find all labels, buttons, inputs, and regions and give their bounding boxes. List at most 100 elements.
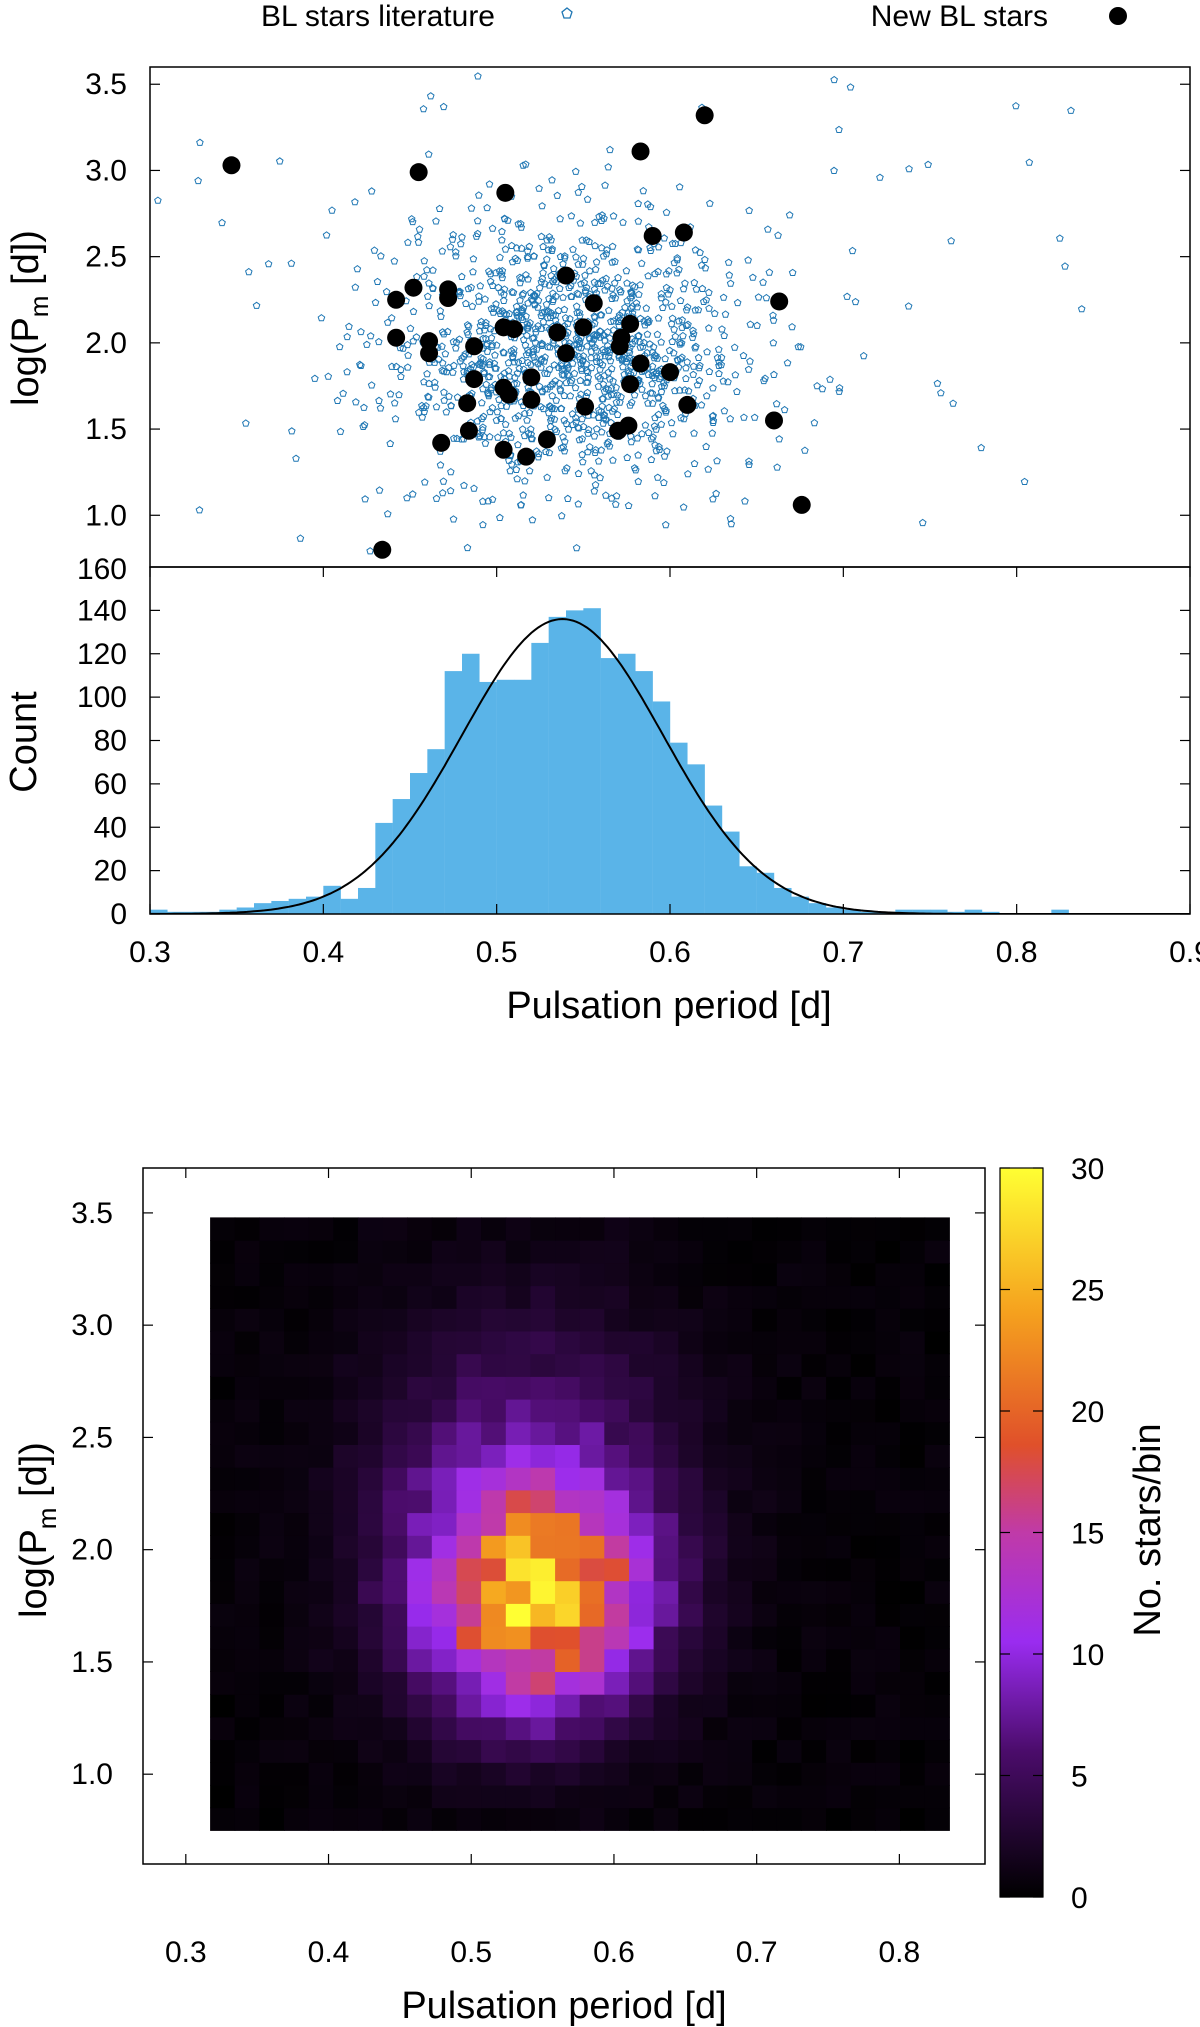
literature-point — [576, 219, 585, 227]
heatmap-cell — [407, 1330, 433, 1355]
heatmap-cell — [678, 1489, 704, 1514]
heatmap-cell — [776, 1671, 802, 1695]
heatmap-cell — [801, 1671, 827, 1695]
heatmap-cell — [555, 1399, 581, 1423]
literature-point — [356, 360, 364, 368]
heatmap-cell — [210, 1762, 236, 1786]
heatmap-cell — [653, 1262, 679, 1287]
literature-point — [647, 434, 656, 443]
heatmap-cell — [850, 1671, 876, 1695]
literature-point — [537, 363, 545, 371]
histogram-bar — [843, 909, 861, 914]
new-bl-star-point — [674, 223, 693, 242]
histogram-bar — [496, 679, 515, 914]
heatmap-cell — [357, 1535, 384, 1559]
literature-point — [442, 408, 451, 416]
literature-point — [218, 218, 226, 227]
literature-point — [709, 416, 718, 424]
literature-point — [420, 407, 429, 416]
literature-point — [648, 362, 657, 370]
heatmap-cell — [826, 1308, 852, 1332]
literature-point — [386, 439, 395, 447]
heatmap-cell — [357, 1762, 384, 1786]
literature-point — [759, 278, 767, 286]
heatmap-cell — [210, 1626, 236, 1650]
new-bl-star-point — [522, 368, 541, 387]
heatmap-cell — [900, 1716, 926, 1741]
literature-point — [631, 466, 640, 474]
literature-point — [530, 290, 539, 299]
literature-point — [383, 509, 392, 518]
literature-point — [622, 266, 631, 275]
heatmap-cell — [382, 1399, 408, 1423]
literature-point — [546, 313, 555, 321]
literature-point — [659, 378, 668, 387]
new-bl-star-point — [695, 106, 714, 125]
heatmap-cell — [900, 1535, 926, 1559]
literature-point — [287, 259, 296, 267]
literature-point — [352, 398, 360, 406]
new-bl-star-point — [494, 440, 513, 459]
literature-point — [597, 243, 606, 252]
literature-point — [904, 302, 913, 310]
literature-point — [543, 255, 551, 263]
literature-point — [414, 238, 423, 246]
heatmap-cell — [900, 1262, 926, 1287]
heatmap-cell — [826, 1694, 852, 1718]
heatmap-cell — [924, 1240, 950, 1264]
heatmap-cell — [776, 1444, 802, 1468]
literature-point — [537, 232, 546, 240]
new-bl-star-point — [610, 337, 629, 356]
literature-point — [584, 373, 593, 381]
heatmap-cell — [530, 1580, 556, 1604]
heatmap-cell — [308, 1648, 334, 1672]
heatmap-cell — [579, 1217, 605, 1241]
literature-point — [538, 339, 546, 347]
heatmap-ytick-label: 3.0 — [71, 1309, 113, 1342]
literature-point — [691, 246, 700, 254]
literature-point — [264, 259, 273, 268]
literature-point — [479, 354, 487, 363]
heatmap-cell — [653, 1535, 679, 1559]
literature-point — [446, 486, 455, 495]
heatmap-cell — [727, 1489, 753, 1514]
heatmap-cell — [604, 1694, 630, 1718]
literature-point — [577, 359, 585, 368]
heatmap-cell — [505, 1626, 531, 1650]
new-bl-star-point — [465, 370, 484, 389]
literature-point — [476, 358, 485, 366]
heatmap-cell — [284, 1399, 310, 1423]
literature-point — [780, 405, 789, 414]
heatmap-cell — [727, 1807, 753, 1831]
literature-point — [652, 369, 660, 378]
literature-point — [328, 206, 336, 214]
literature-point — [578, 236, 587, 244]
new-bl-star-point — [496, 183, 515, 202]
heatmap-cell — [653, 1330, 679, 1355]
heatmap-cell — [382, 1580, 408, 1604]
heatmap-cell — [826, 1535, 852, 1559]
heatmap-cell — [259, 1807, 285, 1831]
literature-point — [511, 373, 519, 381]
heatmap-cell — [234, 1762, 260, 1786]
heatmap-cell — [505, 1580, 531, 1604]
heatmap-cell — [284, 1739, 310, 1763]
literature-point — [539, 261, 548, 269]
literature-point — [600, 387, 609, 395]
literature-point — [366, 332, 375, 340]
heatmap-cell — [431, 1626, 457, 1650]
literature-point — [658, 303, 667, 311]
heatmap-cell — [456, 1421, 482, 1445]
heatmap-cell — [850, 1444, 876, 1468]
heatmap-cell — [505, 1694, 531, 1718]
heatmap-cell — [924, 1762, 950, 1786]
literature-point — [725, 271, 734, 279]
literature-point — [626, 401, 634, 409]
heatmap-cell — [604, 1512, 630, 1536]
heatmap-cell — [555, 1557, 581, 1582]
literature-point — [478, 361, 486, 369]
literature-point — [769, 316, 778, 324]
literature-point — [568, 359, 577, 367]
heatmap-cell — [333, 1762, 359, 1786]
heatmap-cell — [826, 1376, 852, 1400]
